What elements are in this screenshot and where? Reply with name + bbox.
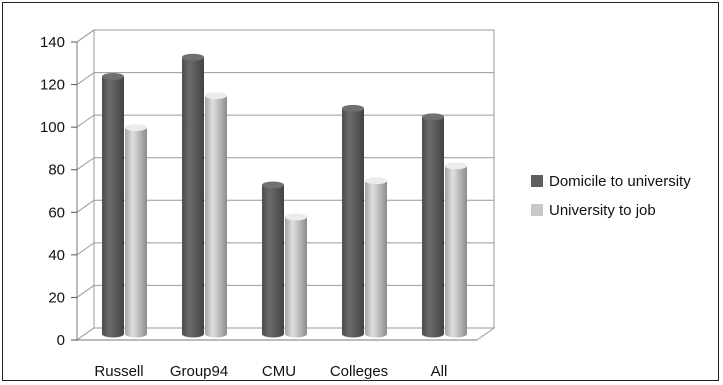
bar-top [182, 53, 204, 61]
bar-body [205, 95, 227, 338]
y-tick-label: 80 [48, 162, 65, 179]
bar-university-to-job-colleges [365, 177, 387, 338]
bar-domicile-to-university-colleges [342, 104, 364, 338]
bar-domicile-to-university-group94 [182, 53, 204, 338]
legend-item-domicile-to-university: Domicile to university [531, 173, 691, 190]
y-tick-label: 20 [48, 289, 65, 306]
side-wall [76, 29, 95, 341]
legend-item-university-to-job: University to job [531, 202, 656, 219]
bar-body [262, 185, 284, 338]
bar-body [342, 108, 364, 338]
bar-top [102, 72, 124, 80]
legend-swatch [531, 175, 543, 187]
bars [102, 53, 467, 338]
bar-top [262, 181, 284, 189]
bar-body [365, 180, 387, 338]
x-tick-label: All [431, 363, 448, 380]
bar-body [285, 216, 307, 338]
bar-domicile-to-university-russell [102, 72, 124, 338]
legend-swatch [531, 204, 543, 216]
bar-body [125, 127, 147, 338]
bar-body [445, 165, 467, 338]
bar-top [342, 104, 364, 112]
bar-top [422, 113, 444, 121]
legend-label: Domicile to university [549, 173, 691, 190]
x-tick-label: CMU [262, 363, 296, 380]
y-tick-label: 0 [57, 332, 65, 349]
y-tick-label: 40 [48, 247, 65, 264]
x-tick-label: Group94 [170, 363, 228, 380]
bar-top [205, 92, 227, 100]
legend: Domicile to university University to job [531, 173, 691, 219]
bar-top [365, 177, 387, 185]
y-tick-label: 100 [40, 119, 65, 136]
y-axis-ticks: 0 20 40 60 80 100 120 140 [40, 34, 77, 349]
bar-top [125, 124, 147, 132]
y-tick-label: 60 [48, 204, 65, 221]
bar-domicile-to-university-all [422, 113, 444, 338]
bar-top [285, 213, 307, 221]
y-tick-label: 140 [40, 34, 65, 51]
gridline [76, 72, 494, 85]
gridline [76, 29, 494, 43]
bar-body [422, 116, 444, 338]
bar-domicile-to-university-cmu [262, 181, 284, 338]
x-tick-label: Russell [94, 363, 143, 380]
bar-university-to-job-all [445, 162, 467, 338]
bar-body [182, 57, 204, 338]
bar-body [102, 76, 124, 338]
bar-university-to-job-cmu [285, 213, 307, 338]
x-tick-label: Colleges [330, 363, 388, 380]
bar-university-to-job-group94 [205, 92, 227, 338]
legend-label: University to job [549, 202, 656, 219]
bar-university-to-job-russell [125, 124, 147, 338]
y-tick-label: 120 [40, 77, 65, 94]
bar-top [445, 162, 467, 170]
x-axis-ticks: Russell Group94 CMU Colleges All [94, 363, 447, 380]
